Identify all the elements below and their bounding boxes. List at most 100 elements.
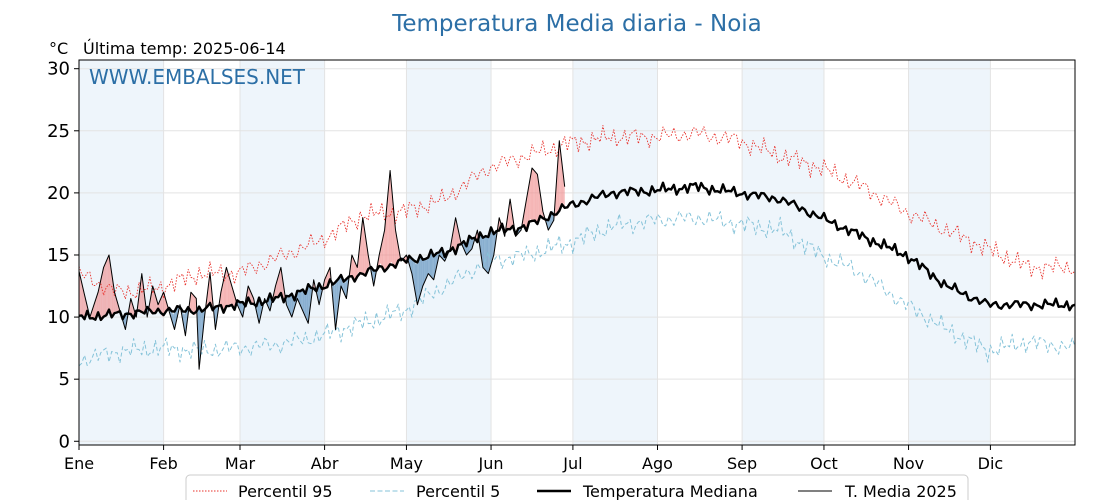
fill-below-median (345, 278, 347, 299)
grid-lines (78, 60, 1075, 445)
fill-below-median (488, 231, 490, 274)
fill-above-median (279, 267, 281, 295)
fill-above-median (383, 230, 385, 272)
fill-below-median (469, 235, 471, 252)
fill-below-median (185, 306, 187, 336)
fill-below-median (426, 257, 429, 277)
fill-above-median (223, 273, 225, 313)
x-tick-label: Nov (893, 454, 924, 473)
fill-below-median (298, 289, 301, 305)
fill-above-median (103, 264, 105, 317)
legend-label-p95: Percentil 95 (238, 482, 333, 500)
x-tick-label: Jun (478, 454, 504, 473)
fill-above-median (278, 272, 280, 298)
x-axis-ticks: Ene Feb Mar Abr May Jun Jul Ago Sep Oct Nov Dic (64, 445, 1003, 473)
fill-above-median (381, 236, 384, 272)
fill-below-median (301, 289, 303, 311)
fill-below-median (417, 256, 419, 305)
fill-below-median (482, 237, 485, 269)
y-tick-label: 5 (59, 369, 70, 390)
fill-above-median (529, 175, 531, 222)
fill-above-median (534, 171, 537, 222)
y-tick-label: 10 (47, 307, 70, 328)
fill-above-median (226, 267, 228, 307)
x-tick-label: Ene (64, 454, 94, 473)
fill-above-median (531, 168, 534, 222)
fill-below-median (425, 258, 427, 280)
fill-above-median (114, 292, 116, 314)
fill-above-median (523, 206, 526, 228)
fill-above-median (143, 284, 145, 314)
fill-below-median (290, 293, 292, 318)
fill-above-median (96, 292, 99, 317)
fill-below-median (241, 300, 243, 318)
chart-title: Temperatura Media diaria - Noia (391, 11, 762, 37)
fill-above-median (559, 140, 561, 211)
fill-above-median (527, 183, 530, 229)
legend-box (185, 474, 969, 500)
fill-below-median (409, 255, 411, 269)
fill-above-median (110, 264, 112, 318)
fill-below-median (287, 295, 290, 311)
fill-above-median (222, 279, 224, 313)
month-band (239, 60, 325, 445)
month-band (742, 60, 824, 445)
fill-above-median (395, 230, 397, 268)
fill-below-median (199, 306, 201, 370)
y-tick-label: 20 (47, 183, 70, 204)
fill-below-median (291, 293, 294, 318)
fill-above-median (81, 282, 84, 318)
unit-label: °C (49, 39, 68, 58)
fill-above-median (560, 152, 562, 209)
x-tick-label: Feb (149, 454, 177, 473)
fill-below-median (300, 290, 302, 308)
fill-above-median (209, 272, 212, 309)
fill-below-median (432, 254, 434, 280)
fill-above-median (392, 200, 395, 270)
x-tick-label: Oct (810, 454, 838, 473)
watermark: WWW.EMBALSES.NET (89, 65, 306, 89)
fill-above-median (556, 160, 558, 215)
fill-above-median (387, 185, 389, 269)
fill-below-median (492, 229, 494, 260)
fill-above-median (536, 172, 538, 225)
fill-above-median (354, 261, 356, 283)
fill-above-median (152, 286, 155, 314)
fill-above-median (208, 272, 210, 303)
fill-below-median (489, 227, 492, 269)
fill-above-median (351, 254, 354, 278)
fill-above-median (109, 254, 111, 313)
x-tick-label: Abr (311, 454, 339, 473)
fill-below-median (201, 309, 204, 344)
fill-above-median (193, 295, 195, 316)
fill-below-median (304, 291, 306, 318)
fill-above-median (379, 248, 381, 267)
fill-above-median (229, 276, 231, 306)
fill-above-median (533, 169, 535, 222)
fill-above-median (353, 258, 355, 282)
fill-below-median (485, 236, 487, 273)
fill-above-median (537, 174, 539, 225)
legend-label-p5: Percentil 5 (416, 482, 500, 500)
legend-label-median: Temperatura Mediana (582, 482, 758, 500)
fill-below-median (429, 249, 432, 277)
fill-below-median (416, 262, 418, 305)
fill-above-median (192, 293, 194, 314)
fill-above-median (526, 191, 528, 231)
fill-above-median (388, 170, 391, 269)
y-tick-label: 0 (59, 431, 70, 452)
fill-above-median (83, 288, 85, 320)
fill-above-median (99, 279, 101, 320)
x-tick-label: Sep (727, 454, 757, 473)
series-line-dotted-red (78, 124, 1076, 300)
fill-above-median (358, 242, 361, 274)
fill-above-median (362, 217, 365, 274)
fill-below-median (302, 289, 305, 314)
fill-above-median (190, 292, 193, 312)
fill-above-median (454, 217, 456, 255)
x-tick-label: Mar (225, 454, 256, 473)
y-axis-ticks: 0 5 10 15 20 25 30 (47, 59, 79, 452)
plot-frame (78, 59, 1076, 446)
fill-above-median (111, 273, 114, 318)
